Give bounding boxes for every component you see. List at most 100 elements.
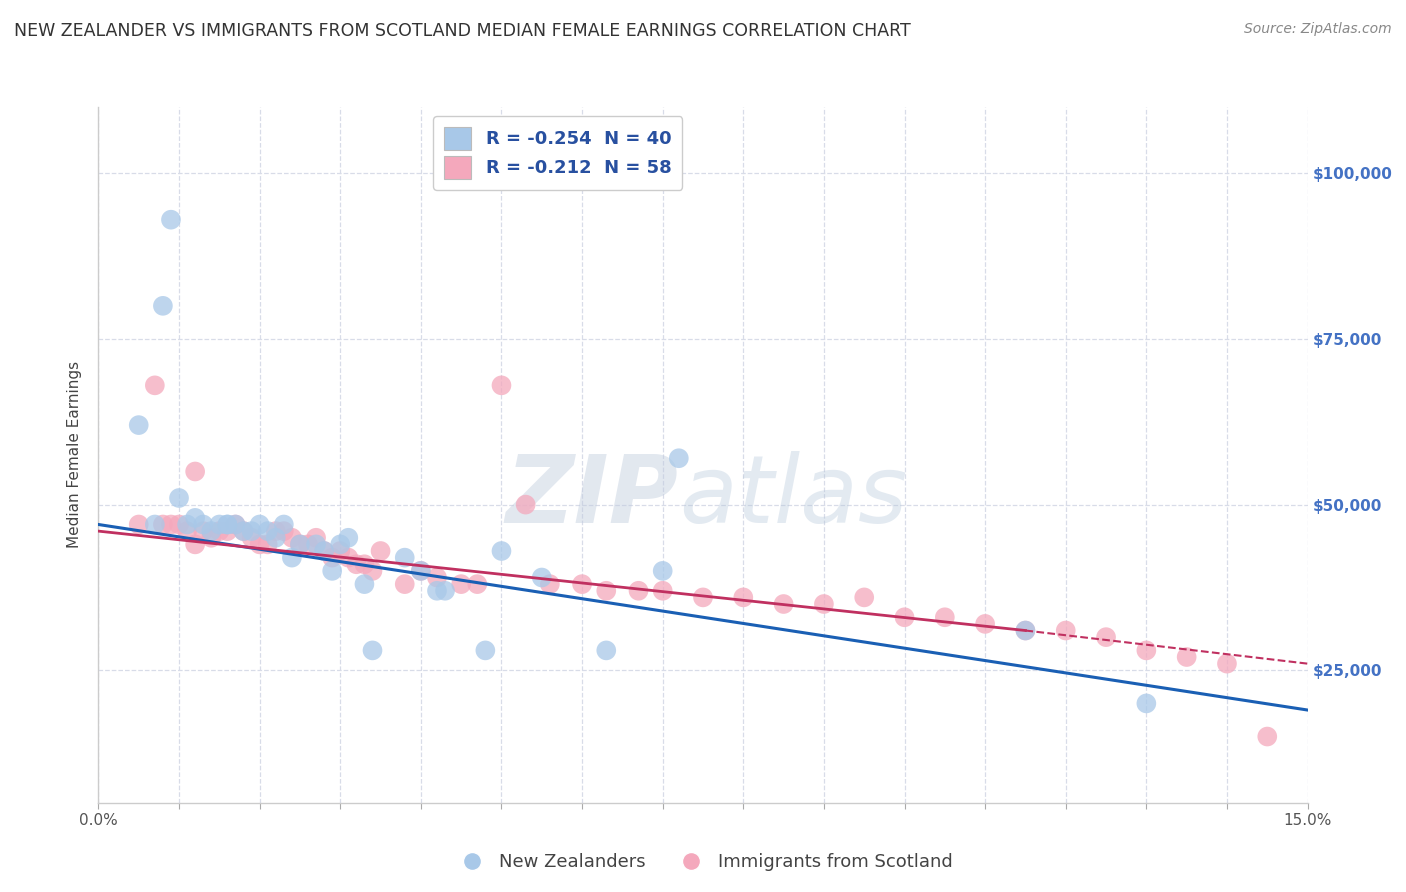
Point	[733, 591, 755, 605]
Point	[853, 591, 876, 605]
Point	[224, 517, 246, 532]
Point	[1014, 624, 1036, 638]
Point	[651, 564, 673, 578]
Point	[1216, 657, 1239, 671]
Point	[1135, 697, 1157, 711]
Point	[329, 537, 352, 551]
Point	[314, 544, 336, 558]
Point	[217, 517, 239, 532]
Point	[474, 643, 496, 657]
Point	[281, 550, 304, 565]
Point	[491, 544, 513, 558]
Point	[256, 537, 278, 551]
Point	[240, 531, 263, 545]
Point	[1175, 650, 1198, 665]
Point	[668, 451, 690, 466]
Point	[1256, 730, 1278, 744]
Point	[167, 517, 190, 532]
Point	[305, 531, 328, 545]
Point	[353, 577, 375, 591]
Point	[409, 564, 432, 578]
Point	[128, 418, 150, 433]
Point	[193, 524, 215, 538]
Point	[1095, 630, 1118, 644]
Point	[321, 564, 343, 578]
Point	[1135, 643, 1157, 657]
Point	[571, 577, 593, 591]
Point	[409, 564, 432, 578]
Point	[314, 544, 336, 558]
Point	[426, 583, 449, 598]
Point	[595, 643, 617, 657]
Point	[344, 558, 367, 572]
Point	[217, 517, 239, 532]
Point	[321, 550, 343, 565]
Point	[538, 577, 561, 591]
Point	[200, 524, 222, 538]
Point	[337, 550, 360, 565]
Point	[934, 610, 956, 624]
Point	[450, 577, 472, 591]
Point	[465, 577, 488, 591]
Point	[813, 597, 835, 611]
Legend: R = -0.254  N = 40, R = -0.212  N = 58: R = -0.254 N = 40, R = -0.212 N = 58	[433, 116, 682, 190]
Point	[692, 591, 714, 605]
Point	[217, 524, 239, 538]
Point	[176, 517, 198, 532]
Y-axis label: Median Female Earnings: Median Female Earnings	[67, 361, 83, 549]
Point	[249, 537, 271, 551]
Point	[143, 378, 166, 392]
Point	[184, 465, 207, 479]
Point	[232, 524, 254, 538]
Point	[167, 491, 190, 505]
Point	[208, 524, 231, 538]
Legend: New Zealanders, Immigrants from Scotland: New Zealanders, Immigrants from Scotland	[447, 847, 959, 879]
Point	[337, 531, 360, 545]
Point	[595, 583, 617, 598]
Point	[256, 524, 278, 538]
Point	[530, 570, 553, 584]
Point	[249, 517, 271, 532]
Point	[143, 517, 166, 532]
Point	[394, 550, 416, 565]
Point	[1014, 624, 1036, 638]
Point	[281, 531, 304, 545]
Point	[893, 610, 915, 624]
Point	[627, 583, 650, 598]
Point	[128, 517, 150, 532]
Point	[426, 570, 449, 584]
Point	[208, 517, 231, 532]
Point	[515, 498, 537, 512]
Point	[974, 616, 997, 631]
Point	[288, 537, 311, 551]
Point	[297, 537, 319, 551]
Point	[264, 524, 287, 538]
Point	[370, 544, 392, 558]
Text: Source: ZipAtlas.com: Source: ZipAtlas.com	[1244, 22, 1392, 37]
Point	[160, 517, 183, 532]
Point	[491, 378, 513, 392]
Point	[184, 537, 207, 551]
Point	[329, 544, 352, 558]
Point	[1054, 624, 1077, 638]
Point	[232, 524, 254, 538]
Point	[273, 517, 295, 532]
Point	[224, 517, 246, 532]
Point	[264, 531, 287, 545]
Point	[184, 511, 207, 525]
Point	[361, 564, 384, 578]
Point	[152, 517, 174, 532]
Text: atlas: atlas	[679, 451, 907, 542]
Point	[651, 583, 673, 598]
Point	[273, 524, 295, 538]
Point	[152, 299, 174, 313]
Point	[240, 524, 263, 538]
Point	[193, 517, 215, 532]
Point	[434, 583, 457, 598]
Point	[361, 643, 384, 657]
Point	[176, 524, 198, 538]
Point	[160, 212, 183, 227]
Point	[305, 537, 328, 551]
Text: ZIP: ZIP	[506, 450, 679, 542]
Text: NEW ZEALANDER VS IMMIGRANTS FROM SCOTLAND MEDIAN FEMALE EARNINGS CORRELATION CHA: NEW ZEALANDER VS IMMIGRANTS FROM SCOTLAN…	[14, 22, 911, 40]
